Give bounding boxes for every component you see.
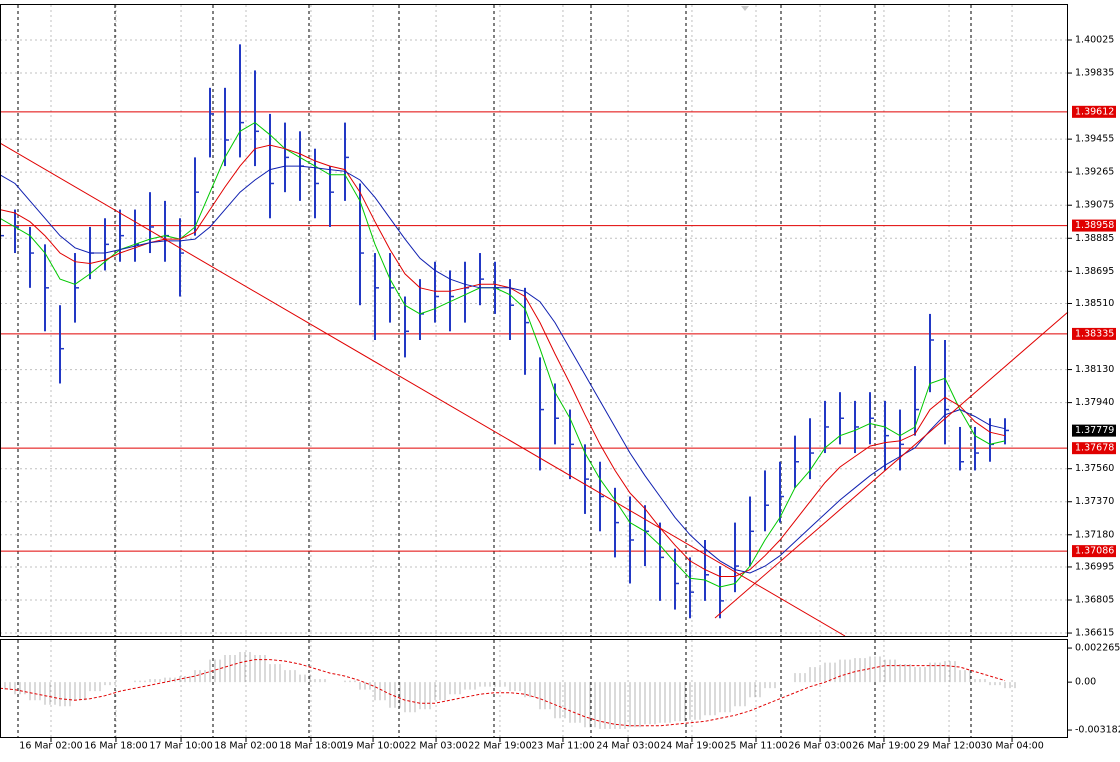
y-tick-label: 1.36995 — [1075, 561, 1114, 572]
x-tick-label: 18 Mar 02:00 — [214, 741, 277, 752]
moving-average — [0, 144, 1006, 577]
level-label: 1.38335 — [1075, 328, 1114, 339]
y-tick-label: 0.00 — [1075, 677, 1096, 688]
level-label: 1.39612 — [1075, 106, 1114, 117]
y-tick-label: 1.38130 — [1075, 364, 1114, 375]
indicator-panel-frame — [0, 639, 1068, 738]
level-label-box — [1072, 219, 1116, 232]
x-tick-label: 26 Mar 19:00 — [852, 741, 915, 752]
x-tick-label: 23 Mar 11:00 — [531, 741, 594, 752]
y-tick-label: -0.003182 — [1075, 725, 1120, 736]
y-tick-label: 1.38510 — [1075, 298, 1114, 309]
x-tick-label: 22 Mar 03:00 — [404, 741, 467, 752]
y-tick-label: 1.39075 — [1075, 200, 1114, 211]
level-label-box — [1072, 105, 1116, 118]
level-label: 1.38958 — [1075, 220, 1114, 231]
x-tick-label: 29 Mar 12:00 — [917, 741, 980, 752]
trend-line — [0, 142, 846, 637]
labels: 16 Mar 02:00 16 Mar 18:00 17 Mar 10:00 18 M… — [19, 35, 1120, 752]
moving-average — [0, 121, 1006, 588]
x-tick-label: 18 Mar 18:00 — [279, 741, 342, 752]
y-tick-label: 1.40025 — [1075, 35, 1114, 46]
x-tick-label: 16 Mar 02:00 — [19, 741, 82, 752]
x-tick-label: 26 Mar 03:00 — [788, 741, 851, 752]
y-tick-label: 1.39455 — [1075, 134, 1114, 145]
y-tick-label: 1.37940 — [1075, 397, 1114, 408]
y-tick-label: 1.39265 — [1075, 167, 1114, 178]
grid — [0, 5, 1068, 738]
y-tick-label: 1.37370 — [1075, 496, 1114, 507]
scroll-marker — [741, 6, 749, 11]
x-tick-label: 19 Mar 10:00 — [341, 741, 404, 752]
y-tick-label: 1.36805 — [1075, 595, 1114, 606]
x-tick-label: 25 Mar 11:00 — [724, 741, 787, 752]
trend-line — [714, 311, 1069, 619]
level-label-box — [1072, 327, 1116, 340]
y-tick-label: 1.38695 — [1075, 266, 1114, 277]
y-tick-label: 1.37560 — [1075, 463, 1114, 474]
signal-line — [0, 659, 1006, 727]
x-tick-label: 24 Mar 03:00 — [596, 741, 659, 752]
x-tick-label: 30 Mar 04:00 — [980, 741, 1043, 752]
current-price-box — [1072, 424, 1116, 437]
x-tick-label: 16 Mar 18:00 — [84, 741, 147, 752]
y-tick-label: 0.002265 — [1075, 643, 1120, 654]
y-tick-label: 1.39835 — [1075, 68, 1114, 79]
y-tick-label: 1.36615 — [1075, 628, 1114, 639]
separators — [17, 5, 972, 738]
level-label-box — [1072, 545, 1116, 558]
main-panel-frame — [0, 4, 1068, 637]
level-label-box — [1072, 442, 1116, 455]
x-tick-label: 24 Mar 19:00 — [660, 741, 723, 752]
y-tick-label: 1.37180 — [1075, 529, 1114, 540]
y-tick-label: 1.38885 — [1075, 233, 1114, 244]
x-tick-label: 17 Mar 10:00 — [149, 741, 212, 752]
x-tick-label: 22 Mar 19:00 — [468, 741, 531, 752]
level-label: 1.37678 — [1075, 443, 1114, 454]
current-price-label: 1.37779 — [1075, 425, 1114, 436]
level-label: 1.37086 — [1075, 546, 1114, 557]
